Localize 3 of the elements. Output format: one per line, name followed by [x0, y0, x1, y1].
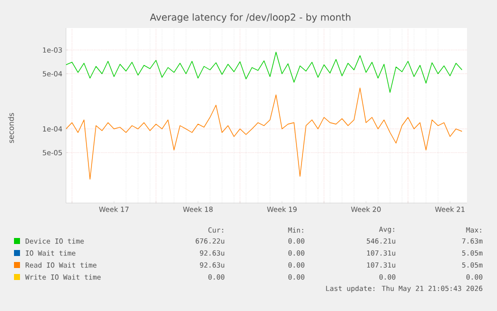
chart-title: Average latency for /dev/loop2 - by month: [150, 13, 350, 23]
line-series: [66, 52, 462, 93]
line-series: [66, 88, 462, 180]
